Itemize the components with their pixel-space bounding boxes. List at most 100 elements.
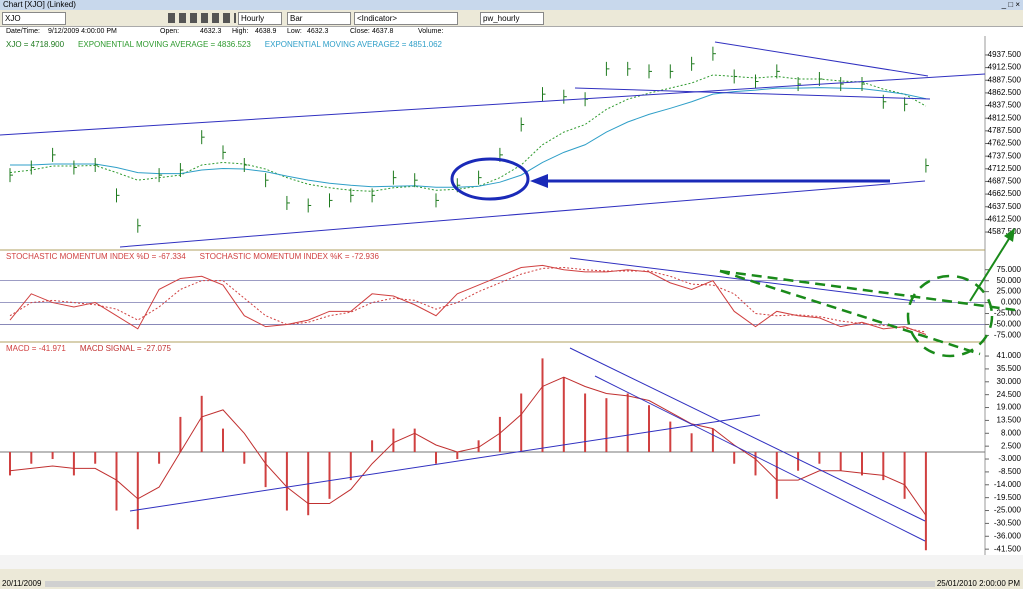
symbol-box[interactable]: XJO — [2, 12, 66, 25]
macd-bar — [222, 428, 224, 453]
dashed-trend — [719, 269, 981, 356]
macd-bar — [562, 377, 565, 453]
y-tick-label: 4862.500 — [988, 88, 1022, 97]
y-tick-label: 4637.500 — [988, 202, 1022, 211]
indicator-box[interactable]: <Indicator> — [354, 12, 458, 25]
status-end: 25/01/2010 2:00:00 PM — [937, 579, 1021, 588]
macd-bar — [94, 452, 97, 464]
y-tick-label: 4712.500 — [988, 164, 1022, 173]
macd-bar — [413, 428, 416, 453]
y-tick-label: 4837.500 — [988, 101, 1022, 110]
macd-bar — [371, 440, 374, 453]
macd-bar — [733, 452, 736, 464]
scrollbar[interactable] — [45, 581, 935, 587]
y-tick-label: 25.000 — [997, 287, 1022, 296]
macd-bar — [669, 421, 672, 453]
annotations — [0, 41, 1016, 542]
macd-bar — [392, 428, 395, 453]
trendline — [569, 257, 916, 302]
low: 4632.3 — [307, 28, 329, 35]
layout: pw_hourly — [483, 14, 520, 23]
y-tick-label: 4612.500 — [988, 214, 1022, 223]
y-tick-label: -30.500 — [994, 519, 1022, 528]
y-tick-label: 35.500 — [997, 364, 1022, 373]
y-tick-label: 8.000 — [1001, 428, 1022, 437]
y-tick-label: 30.000 — [997, 377, 1022, 386]
trendline — [119, 180, 926, 248]
y-tick-label: -19.500 — [994, 493, 1022, 502]
window-buttons[interactable]: _ □ × — [1001, 0, 1020, 9]
high-label: High: — [232, 28, 249, 35]
legend-entry: STOCHASTIC MOMENTUM INDEX %D = -67.334 — [6, 252, 186, 261]
macd-bar — [243, 452, 246, 464]
macd-bar — [754, 452, 757, 476]
symbol: XJO — [5, 14, 21, 23]
macd-bar — [818, 452, 821, 464]
macd-bar — [456, 452, 459, 460]
y-tick-label: 4937.500 — [988, 50, 1022, 59]
y-tick-label: 4737.500 — [988, 151, 1022, 160]
open-label: Open: — [160, 28, 180, 35]
macd-bar — [882, 452, 885, 481]
macd-bar — [51, 452, 54, 460]
macd-bar — [349, 452, 352, 481]
macd-bar — [264, 452, 267, 488]
macd-bar — [861, 452, 863, 476]
macd-bar — [648, 405, 650, 453]
macd-bar — [903, 452, 906, 499]
arrow — [969, 233, 1013, 302]
y-tick-label: 13.500 — [997, 416, 1022, 425]
y-tick-label: 4687.500 — [988, 177, 1022, 186]
trendline — [714, 41, 929, 77]
macd-bar — [584, 393, 587, 453]
legend-entry: XJO = 4718.900 — [6, 40, 65, 49]
trendline — [594, 375, 926, 542]
macd-bar — [711, 428, 714, 453]
macd-bar — [775, 452, 778, 499]
status-start: 20/11/2009 — [2, 579, 42, 588]
macd-bar — [9, 452, 11, 476]
info-bar: Date/Time: 9/12/2009 4:00:00 PM Open: 46… — [0, 27, 1023, 36]
high: 4638.9 — [255, 28, 277, 35]
trendline — [574, 87, 931, 100]
highlight-ellipse — [450, 157, 530, 201]
macd-bar — [435, 452, 437, 464]
y-tick-label: 4812.500 — [988, 113, 1022, 122]
arrowhead — [1004, 228, 1015, 242]
y-tick-label: -14.000 — [994, 480, 1022, 489]
macd-bar — [179, 416, 182, 453]
signal-line — [9, 376, 927, 516]
close: 4637.8 — [372, 28, 394, 35]
macd-bar — [158, 452, 161, 464]
chart: 4937.500 4912.500 4887.500 4862.500 4837.500… — [0, 36, 1023, 589]
y-tick-label: 0.000 — [1001, 298, 1022, 307]
tool-icons[interactable] — [168, 13, 236, 23]
macd-bar — [690, 433, 693, 453]
date-axis-bg — [0, 555, 1023, 569]
y-tick-label: -36.000 — [994, 531, 1022, 540]
y-tick-label: -75.000 — [994, 331, 1022, 340]
y-tick-label: -8.500 — [998, 467, 1021, 476]
legend-entry: MACD = -41.971 — [6, 344, 66, 353]
macd-bar — [200, 395, 203, 453]
legend-entry: EXPONENTIAL MOVING AVERAGE = 4836.523 — [78, 40, 251, 49]
y-tick-label: -25.000 — [994, 309, 1022, 318]
y-tick-label: 19.000 — [997, 403, 1022, 412]
macd-bar — [520, 393, 523, 453]
y-tick-label: 4912.500 — [988, 63, 1022, 72]
moving-average — [9, 74, 927, 192]
trendline — [129, 414, 761, 512]
y-tick-label: 4887.500 — [988, 75, 1022, 84]
interval-box[interactable]: Hourly — [238, 12, 282, 25]
indicator: <Indicator> — [357, 14, 398, 23]
legend-entry: MACD SIGNAL = -27.075 — [80, 344, 172, 353]
y-tick-label: -41.500 — [994, 544, 1022, 553]
style-box[interactable]: Bar — [287, 12, 351, 25]
macd-bar — [115, 452, 118, 511]
layout-box[interactable]: pw_hourly — [480, 12, 544, 25]
macd-bar — [797, 452, 800, 471]
macd-bar — [136, 452, 139, 530]
toolbar: XJO Hourly Bar <Indicator> pw_hourly — [0, 10, 1023, 27]
